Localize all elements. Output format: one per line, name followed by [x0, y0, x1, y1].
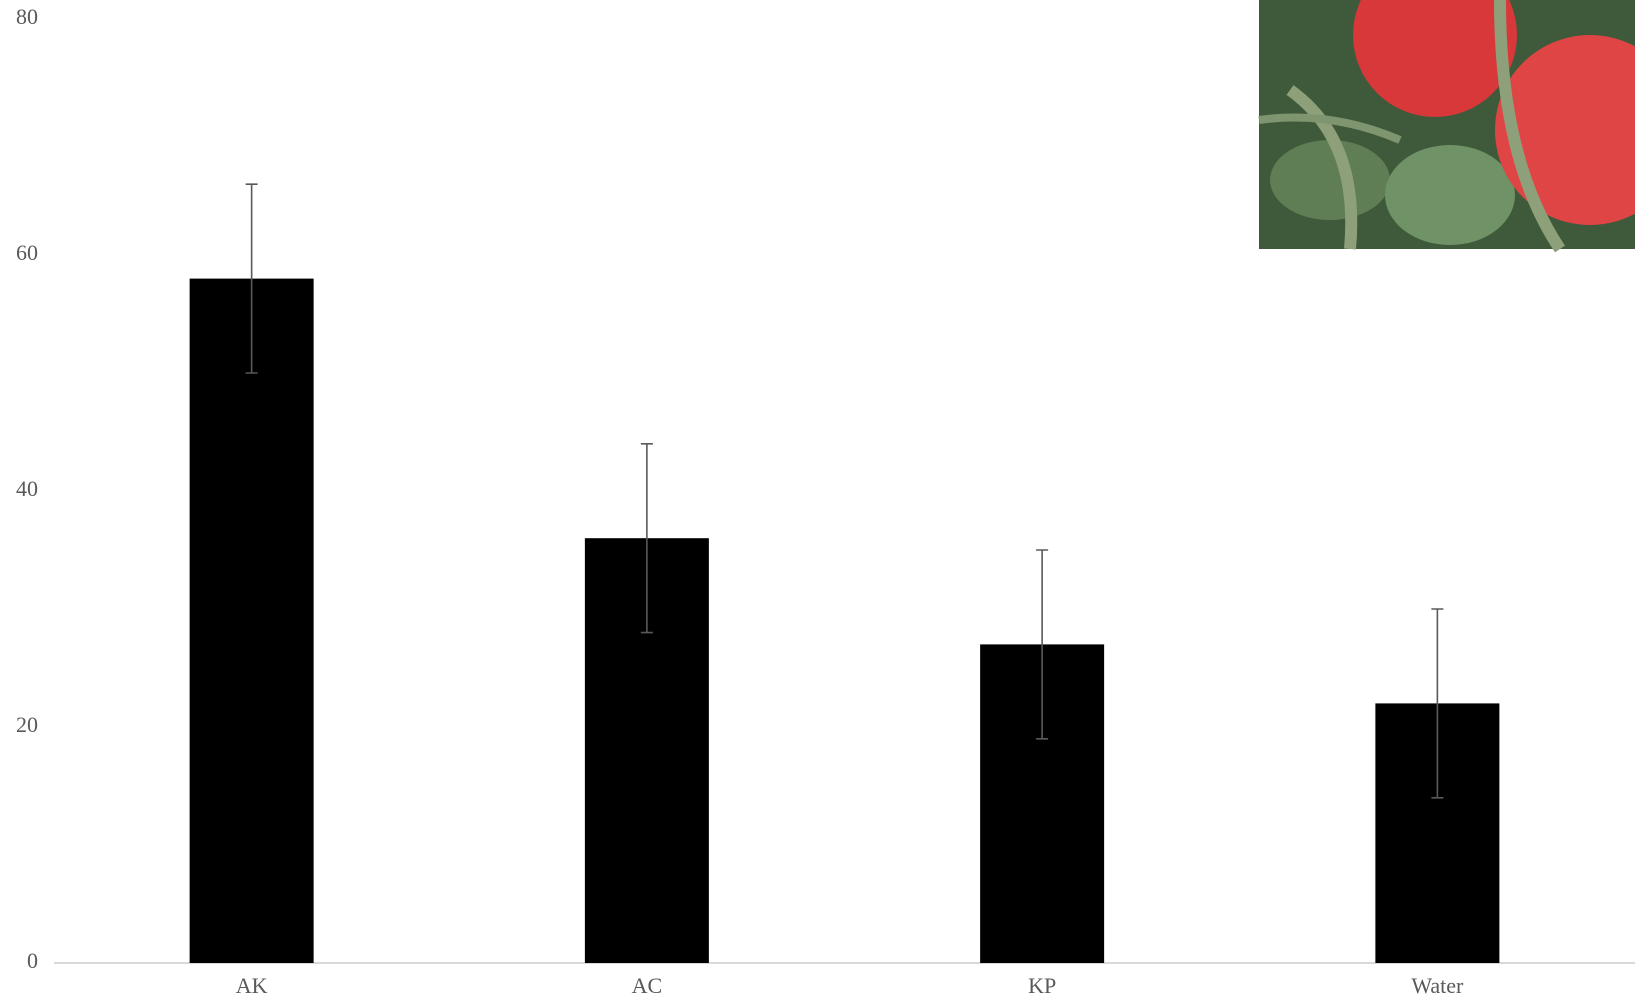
x-tick-label: AC	[632, 973, 663, 998]
x-tick-label: AK	[236, 973, 268, 998]
x-tick-label: Water	[1411, 973, 1464, 998]
y-tick-label: 40	[16, 476, 38, 501]
y-tick-label: 0	[27, 948, 38, 973]
error-bar	[640, 443, 653, 634]
bar	[189, 278, 314, 964]
x-tick-label: KP	[1028, 973, 1056, 998]
y-tick-label: 60	[16, 240, 38, 265]
y-tick-label: 20	[16, 712, 38, 737]
error-bar	[245, 183, 258, 374]
y-tick-label: 80	[16, 4, 38, 29]
error-bar	[1036, 549, 1049, 740]
tomato-photo	[1258, 0, 1635, 253]
error-bar	[1431, 608, 1444, 799]
